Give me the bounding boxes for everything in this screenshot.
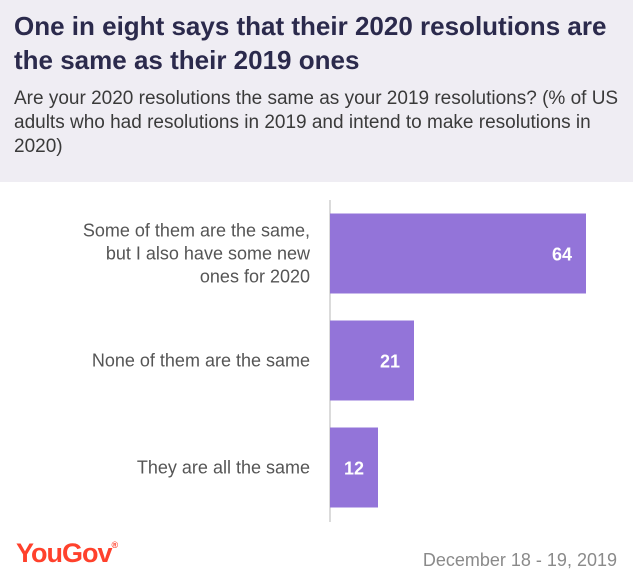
yougov-logo: YouGov® [16,538,118,569]
bar-2 [330,320,414,401]
logo-registered-mark: ® [111,540,119,550]
bar-chart-svg: 64 Some of them are the same, but I also h… [83,200,586,522]
chart-title: One in eight says that their 2020 resolu… [14,11,607,75]
bar-3 [330,427,378,508]
category-label-2: None of them are the same [92,351,310,371]
bar-1 [330,213,586,294]
header-panel: One in eight says that their 2020 resolu… [0,0,633,182]
value-label-3: 12 [344,459,364,479]
value-label-1: 64 [552,245,572,265]
chart-subtitle: Are your 2020 resolutions the same as yo… [14,88,619,157]
category-label-3: They are all the same [137,458,310,478]
bar-chart: 64 Some of them are the same, but I also h… [0,182,633,522]
survey-date: December 18 - 19, 2019 [422,550,617,570]
value-label-2: 21 [380,352,400,372]
category-label-line: They are all the same [137,458,310,478]
logo-text: YouGov [16,538,113,568]
category-label-line: but I also have some new [106,244,311,264]
category-label-1: Some of them are the same, but I also hav… [83,221,311,287]
category-label-line: Some of them are the same, [83,221,310,241]
category-label-line: ones for 2020 [200,267,310,287]
category-label-line: None of them are the same [92,351,310,371]
